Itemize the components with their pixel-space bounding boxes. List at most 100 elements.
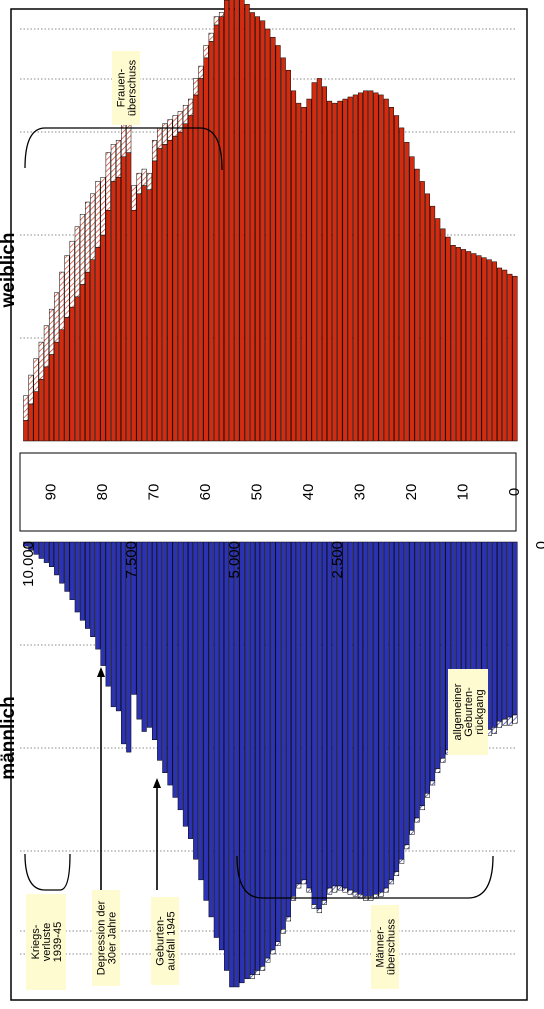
female-bar [394,115,400,442]
male-bar [121,541,127,745]
male-bar [167,541,173,786]
female-surplus-bar [157,127,163,149]
female-bar [90,259,96,442]
male-bar [502,541,508,720]
female-surplus-bar [28,374,34,405]
female-surplus-bar [172,115,178,137]
female-bar [213,24,219,442]
male-bar [321,541,327,901]
female-bar [342,98,348,442]
female-bar [85,271,91,442]
male-bar [105,541,111,687]
depression-arrow-head [97,667,105,677]
male-surplus-bar [399,858,405,864]
male-bar [100,541,106,666]
male-surplus-bar [352,891,358,897]
male-surplus-bar [306,887,312,893]
female-bar [383,98,389,442]
male-bar [254,541,261,971]
female-bar [388,107,394,442]
female-surplus-bar [43,325,49,368]
age-tick-label: 10 [454,484,471,501]
female-surplus-bar [105,152,111,211]
female-bar [157,148,163,442]
female-bar [424,193,430,442]
male-bar [198,541,204,881]
male-bar [43,541,49,563]
male-bar [306,541,312,889]
female-surplus-bar [85,201,91,273]
male-bar [146,541,152,728]
female-bar [74,296,80,442]
male-bar [115,541,121,712]
male-bar [224,541,230,971]
male-bar [229,541,235,988]
female-bar [121,156,127,442]
female-bar [188,115,194,442]
female-bar [79,284,85,442]
male-bar [342,541,348,889]
male-bar [79,541,85,621]
female-surplus-bar [198,65,204,79]
female-bar [455,247,461,442]
male-bar [316,541,322,909]
male-bar [357,541,364,895]
frauenueberschuss-bracket [24,127,223,171]
female-bar [43,366,49,442]
female-surplus-bar [167,119,173,141]
male-bar [507,541,513,718]
male-bar [296,541,302,885]
female-bar [69,306,75,442]
maennerueberschuss-bracket [236,855,494,899]
female-surplus-bar [213,16,219,26]
male-bar [285,541,291,918]
male-surplus-bar [491,727,497,734]
male-surplus-bar [337,885,343,891]
female-surplus-bar [151,139,158,162]
female-bar [296,102,302,442]
female-bar [234,0,240,442]
male-bar [136,541,142,720]
male-bar [512,541,518,716]
male-bar [74,541,80,613]
female-bar [172,135,178,442]
male-surplus-bar [265,957,271,963]
male-bar [218,541,224,951]
female-bar [38,378,44,442]
male-bar [311,541,317,905]
female-bar [146,189,152,442]
female-bar [229,0,235,442]
female-bar [249,12,255,442]
female-bar [95,247,101,442]
age-axis-box [19,452,517,532]
age-tick-label: 70 [145,484,162,501]
male-surplus-bar [280,929,286,934]
female-bar [54,341,60,442]
female-surplus-bar [182,104,188,125]
female-bar [507,273,513,442]
age-tick-label: 90 [42,484,59,501]
male-bar [435,541,441,769]
female-bar [136,193,142,442]
female-bar [378,94,384,442]
male-bar [126,541,132,753]
male-bar [337,541,343,887]
female-bar [126,152,132,442]
female-bar [33,391,39,442]
female-bar [208,41,214,442]
male-bar [182,541,188,827]
female-surplus-bar [23,395,29,421]
female-bar [502,269,508,442]
female-bar [399,127,405,442]
female-bar [311,82,317,442]
male-bar [291,541,297,897]
male-bar [260,541,266,967]
female-bar [445,236,451,442]
female-bar [481,257,487,442]
female-bar [280,57,286,442]
male-bar [388,541,394,881]
female-bar [291,90,297,442]
male-bar [327,541,333,889]
female-bar [497,267,503,442]
